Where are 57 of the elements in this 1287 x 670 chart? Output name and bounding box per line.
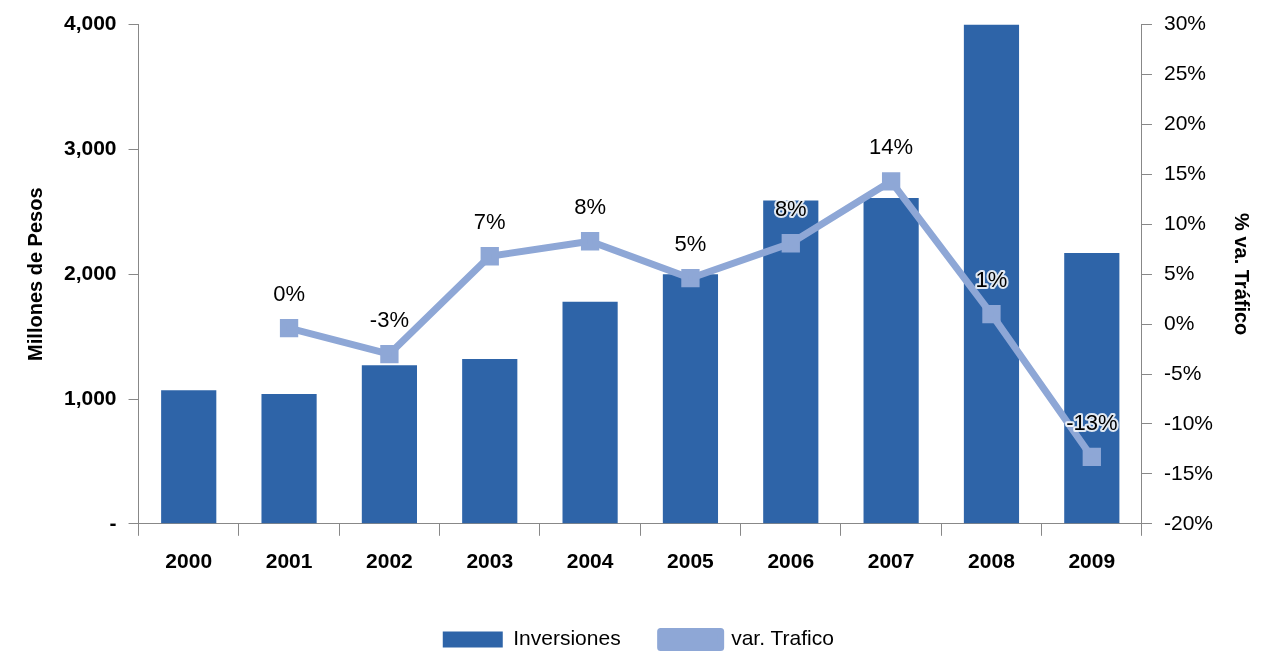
y2-tick-label: -10% bbox=[1163, 410, 1214, 434]
y2-tick-label: -20% bbox=[1163, 510, 1214, 534]
data-label: 1% bbox=[975, 267, 1008, 293]
y2-tick-label: -15% bbox=[1163, 460, 1214, 484]
y2-tick-label: 5% bbox=[1163, 261, 1195, 284]
y2-tick-label: -5% bbox=[1163, 360, 1202, 384]
y-tick-label: - bbox=[109, 510, 117, 534]
y-tick-label: 3,000 bbox=[63, 136, 117, 160]
data-label: 7% bbox=[473, 209, 506, 235]
y-axis-title: Millones de Pesos bbox=[23, 187, 46, 361]
x-tick-label: 2006 bbox=[767, 549, 815, 573]
point bbox=[681, 269, 700, 288]
y2-tick-label: 10% bbox=[1163, 211, 1207, 235]
x-tick-label: 2001 bbox=[265, 549, 313, 573]
bar bbox=[1064, 252, 1120, 524]
point bbox=[982, 304, 1001, 324]
point bbox=[380, 344, 399, 364]
point bbox=[480, 247, 499, 266]
bar bbox=[863, 198, 919, 524]
bar bbox=[361, 365, 417, 524]
point bbox=[781, 234, 800, 253]
x-tick-label: 2000 bbox=[165, 549, 213, 573]
x-tick-label: 2004 bbox=[566, 549, 614, 573]
data-label: -3% bbox=[369, 307, 409, 333]
point bbox=[279, 318, 299, 338]
y2-tick-label: 15% bbox=[1163, 161, 1207, 185]
point bbox=[580, 232, 600, 251]
y-tick-label: 2,000 bbox=[63, 261, 117, 284]
point bbox=[881, 172, 901, 191]
y2-tick-label: 20% bbox=[1163, 111, 1207, 135]
x-tick-label: 2002 bbox=[366, 549, 413, 573]
y2-tick-label: 0% bbox=[1163, 310, 1195, 334]
y-tick-label: 1,000 bbox=[63, 385, 117, 409]
legend-label: Inversiones bbox=[513, 626, 621, 650]
bar bbox=[562, 301, 618, 524]
bar bbox=[763, 200, 819, 524]
bar bbox=[261, 394, 317, 524]
data-label: 5% bbox=[674, 231, 707, 257]
data-label: 8% bbox=[774, 196, 807, 222]
bar bbox=[462, 359, 518, 524]
x-tick-label: 2008 bbox=[968, 549, 1016, 573]
data-label: 14% bbox=[869, 134, 914, 160]
data-label: 0% bbox=[273, 281, 305, 307]
x-tick-label: 2003 bbox=[466, 549, 514, 573]
x-tick-label: 2007 bbox=[867, 549, 915, 573]
bar bbox=[662, 274, 719, 524]
bar bbox=[963, 24, 1020, 524]
y2-axis-title: % va. Tráfico bbox=[1231, 213, 1254, 336]
x-tick-label: 2005 bbox=[667, 549, 715, 573]
bar bbox=[161, 390, 217, 524]
y-tick-label: 4,000 bbox=[63, 11, 117, 35]
data-label: 8% bbox=[574, 194, 606, 220]
y2-tick-label: 30% bbox=[1163, 11, 1207, 35]
y2-tick-label: 25% bbox=[1163, 61, 1207, 85]
x-tick-label: 2009 bbox=[1068, 549, 1116, 573]
point bbox=[1082, 447, 1101, 467]
legend-label: var. Trafico bbox=[731, 626, 834, 650]
